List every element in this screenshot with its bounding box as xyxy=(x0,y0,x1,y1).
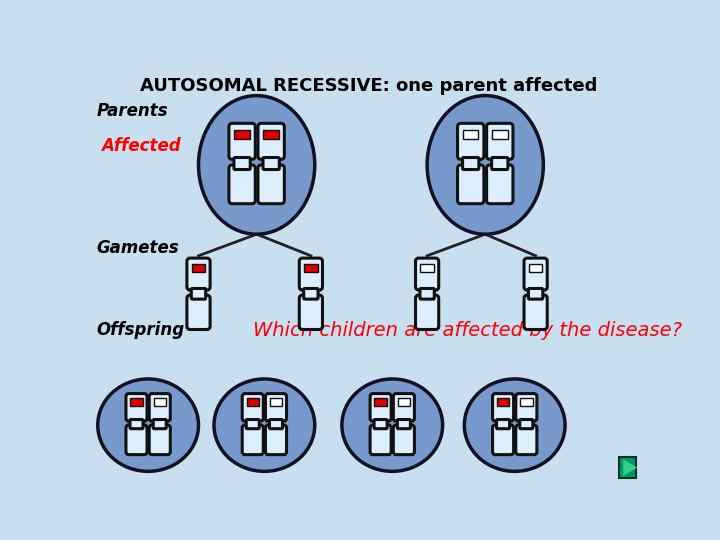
Text: Which children are affected by the disease?: Which children are affected by the disea… xyxy=(253,321,682,340)
FancyBboxPatch shape xyxy=(516,425,537,455)
FancyBboxPatch shape xyxy=(300,295,323,329)
FancyBboxPatch shape xyxy=(258,123,284,159)
FancyBboxPatch shape xyxy=(370,394,391,421)
FancyBboxPatch shape xyxy=(246,420,259,429)
Bar xyxy=(234,130,250,139)
FancyBboxPatch shape xyxy=(393,394,415,421)
Bar xyxy=(463,130,479,139)
Bar xyxy=(192,264,205,272)
Bar xyxy=(374,399,387,406)
FancyBboxPatch shape xyxy=(263,158,279,170)
FancyBboxPatch shape xyxy=(126,425,147,455)
FancyBboxPatch shape xyxy=(374,420,387,429)
FancyBboxPatch shape xyxy=(492,394,513,421)
FancyBboxPatch shape xyxy=(487,123,513,159)
FancyBboxPatch shape xyxy=(520,420,533,429)
FancyBboxPatch shape xyxy=(149,394,171,421)
FancyBboxPatch shape xyxy=(492,425,513,455)
Bar xyxy=(420,264,434,272)
FancyBboxPatch shape xyxy=(393,425,415,455)
FancyBboxPatch shape xyxy=(492,158,508,170)
Bar xyxy=(520,399,533,406)
Bar xyxy=(130,399,143,406)
Bar xyxy=(618,457,636,478)
FancyBboxPatch shape xyxy=(304,288,318,299)
FancyBboxPatch shape xyxy=(269,420,282,429)
FancyBboxPatch shape xyxy=(153,420,166,429)
Bar xyxy=(492,130,508,139)
FancyBboxPatch shape xyxy=(420,288,434,299)
FancyBboxPatch shape xyxy=(487,165,513,204)
Polygon shape xyxy=(624,459,637,476)
Bar xyxy=(497,399,509,406)
Bar xyxy=(528,264,542,272)
FancyBboxPatch shape xyxy=(130,420,143,429)
FancyBboxPatch shape xyxy=(229,165,256,204)
Ellipse shape xyxy=(342,379,443,471)
FancyBboxPatch shape xyxy=(516,394,537,421)
FancyBboxPatch shape xyxy=(242,394,264,421)
Text: Offspring: Offspring xyxy=(96,321,184,340)
Ellipse shape xyxy=(427,96,544,234)
Bar xyxy=(246,399,259,406)
FancyBboxPatch shape xyxy=(234,158,251,170)
Text: AUTOSOMAL RECESSIVE: one parent affected: AUTOSOMAL RECESSIVE: one parent affected xyxy=(140,77,598,95)
FancyBboxPatch shape xyxy=(126,394,147,421)
FancyBboxPatch shape xyxy=(415,258,438,290)
FancyBboxPatch shape xyxy=(266,425,287,455)
FancyBboxPatch shape xyxy=(370,425,391,455)
Ellipse shape xyxy=(214,379,315,471)
FancyBboxPatch shape xyxy=(524,258,547,290)
FancyBboxPatch shape xyxy=(524,295,547,329)
FancyBboxPatch shape xyxy=(266,394,287,421)
Text: Parents: Parents xyxy=(96,102,168,120)
FancyBboxPatch shape xyxy=(457,165,484,204)
FancyBboxPatch shape xyxy=(300,258,323,290)
Bar xyxy=(264,130,279,139)
Bar xyxy=(270,399,282,406)
Text: Gametes: Gametes xyxy=(96,239,179,257)
Bar xyxy=(397,399,410,406)
FancyBboxPatch shape xyxy=(229,123,256,159)
Text: Affected: Affected xyxy=(101,137,181,154)
FancyBboxPatch shape xyxy=(149,425,171,455)
Ellipse shape xyxy=(464,379,565,471)
FancyBboxPatch shape xyxy=(457,123,484,159)
FancyBboxPatch shape xyxy=(397,420,410,429)
FancyBboxPatch shape xyxy=(258,165,284,204)
FancyBboxPatch shape xyxy=(528,288,543,299)
FancyBboxPatch shape xyxy=(242,425,264,455)
FancyBboxPatch shape xyxy=(462,158,479,170)
Ellipse shape xyxy=(98,379,199,471)
Ellipse shape xyxy=(199,96,315,234)
Bar xyxy=(304,264,318,272)
FancyBboxPatch shape xyxy=(415,295,438,329)
FancyBboxPatch shape xyxy=(187,258,210,290)
FancyBboxPatch shape xyxy=(497,420,510,429)
FancyBboxPatch shape xyxy=(187,295,210,329)
Bar xyxy=(153,399,166,406)
FancyBboxPatch shape xyxy=(192,288,206,299)
